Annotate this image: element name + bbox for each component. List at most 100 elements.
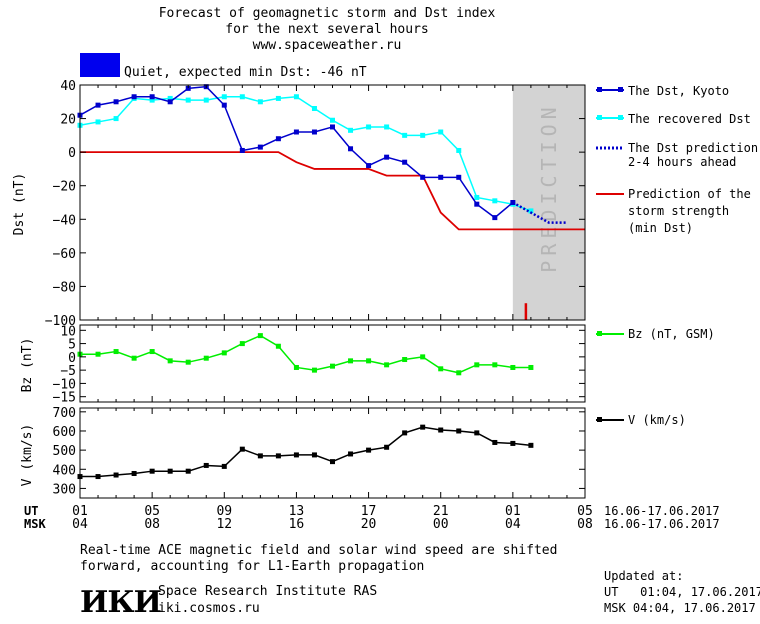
dst-recovered-point — [438, 129, 444, 135]
bz-point — [131, 355, 137, 361]
dst-recovered-point — [492, 198, 498, 204]
dst-kyoto-point — [492, 215, 498, 221]
prediction-band — [512, 85, 585, 320]
institute-name: Space Research Institute RAS — [158, 584, 377, 599]
dst-recovered-point — [203, 97, 209, 103]
legend-storm-label-2: storm strength — [628, 204, 729, 218]
y-tick-label: 0 — [68, 351, 76, 366]
v-point — [185, 468, 191, 474]
v-point — [510, 440, 516, 446]
bz-point — [167, 358, 173, 364]
v-point — [293, 452, 299, 458]
dst-kyoto-point — [149, 94, 155, 100]
prediction-band-label: PREDICTION — [537, 102, 561, 272]
chart-title-line1: Forecast of geomagnetic storm and Dst in… — [159, 6, 496, 21]
dst-kyoto-point — [221, 102, 227, 108]
bz-point — [185, 359, 191, 365]
v-point — [366, 447, 372, 453]
bz-point — [420, 354, 426, 360]
legend-kyoto-marker — [618, 87, 623, 92]
bz-line — [80, 334, 531, 374]
dst-kyoto-point — [402, 159, 408, 165]
dst-recovered-point — [474, 194, 480, 200]
dst-kyoto-point — [131, 94, 137, 100]
bz-point — [311, 367, 317, 373]
v-point — [113, 472, 119, 478]
dst-recovered-point — [113, 116, 119, 122]
dst-recovered-line — [79, 95, 532, 212]
dst-recovered-point — [456, 147, 462, 153]
v-point — [131, 470, 137, 476]
dst-recovered-point — [95, 119, 101, 125]
dst-kyoto-point — [348, 146, 354, 152]
v-point — [149, 468, 155, 474]
y-tick-label: 400 — [53, 463, 76, 478]
dst-kyoto-point — [257, 144, 263, 150]
msk-tick-label: 08 — [577, 517, 593, 532]
dst-recovered-point — [420, 132, 426, 138]
v-point — [438, 427, 444, 433]
legend-prediction-label-1: The Dst prediction — [628, 141, 758, 155]
status-color-swatch — [80, 53, 120, 77]
dst-kyoto-point — [95, 102, 101, 108]
bz-point — [203, 355, 209, 361]
updated-msk: MSK 04:04, 17.06.2017 — [604, 601, 756, 615]
bz-point — [456, 370, 462, 376]
y-tick-label: 0 — [68, 146, 76, 161]
bz-point — [275, 343, 281, 349]
y-tick-label: 500 — [53, 444, 76, 459]
legend-storm-label-1: Prediction of the — [628, 187, 751, 201]
dst-kyoto-point — [185, 85, 191, 91]
v-point — [384, 444, 390, 450]
dst-recovered-point — [149, 97, 155, 103]
y-tick-label: −20 — [53, 180, 76, 195]
bz-point — [474, 362, 480, 368]
msk-tick-label: 12 — [216, 517, 232, 532]
updated-ut: UT 01:04, 17.06.2017 — [604, 585, 760, 599]
v-point — [420, 424, 426, 430]
dst-recovered-point — [293, 94, 299, 100]
dst-recovered-point — [257, 99, 263, 105]
y-tick-label: 600 — [53, 425, 76, 440]
v-point — [257, 453, 263, 459]
bz-point — [528, 364, 534, 370]
bz-point — [402, 357, 408, 363]
dst-recovered-point — [167, 95, 173, 101]
dst-kyoto-point — [366, 163, 372, 169]
bz-point — [113, 349, 119, 355]
dst-recovered-point — [239, 94, 245, 100]
ut-date-range: 16.06-17.06.2017 — [604, 504, 720, 518]
v-point — [95, 474, 101, 480]
ut-axis-label: UT — [24, 504, 38, 518]
ut-tick-label: 17 — [361, 504, 377, 519]
dst-recovered-point — [384, 124, 390, 130]
bz-point — [293, 364, 299, 370]
dst-kyoto-point — [293, 129, 299, 135]
bz-point — [330, 363, 335, 369]
dst-recovered-point — [348, 127, 354, 133]
bz-point — [149, 349, 155, 355]
dst-ylabel: Dst (nT) — [12, 173, 27, 236]
bz-point — [95, 351, 101, 357]
legend: The Dst, Kyoto The recovered Dst The Dst… — [596, 84, 758, 427]
source-url[interactable]: www.spaceweather.ru — [253, 38, 402, 53]
bz-ylabel: Bz (nT) — [20, 338, 35, 393]
v-point — [275, 453, 281, 459]
footer-note-line1: Real-time ACE magnetic field and solar w… — [80, 543, 557, 558]
v-point — [474, 430, 480, 436]
msk-tick-label: 04 — [505, 517, 521, 532]
y-tick-label: −5 — [60, 364, 76, 379]
institute-url[interactable]: iki.cosmos.ru — [158, 601, 260, 616]
v-point — [167, 468, 173, 474]
legend-prediction-label-2: 2-4 hours ahead — [628, 155, 736, 169]
updated-label: Updated at: — [604, 569, 683, 583]
y-tick-label: 5 — [68, 338, 76, 353]
dst-recovered-point — [311, 106, 317, 111]
dst-kyoto-point — [275, 136, 281, 142]
v-ylabel: V (km/s) — [20, 424, 35, 487]
dst-kyoto-point — [384, 154, 390, 160]
status-text: Quiet, expected min Dst: -46 nT — [124, 65, 367, 80]
msk-date-range: 16.06-17.06.2017 — [604, 517, 720, 531]
v-line — [80, 426, 531, 478]
